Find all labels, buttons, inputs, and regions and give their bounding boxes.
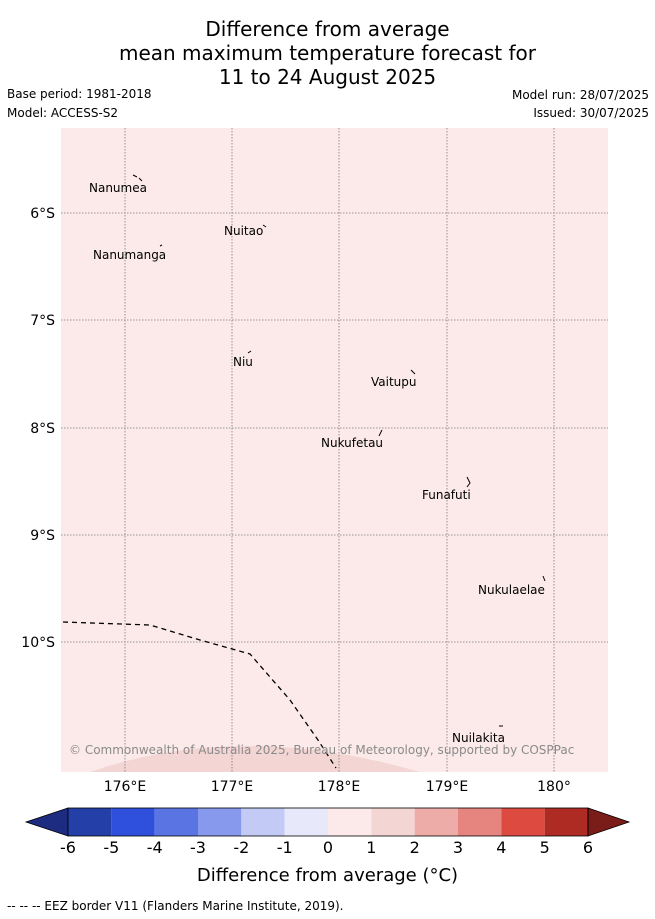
- map-area: [61, 128, 608, 772]
- colorbar-label: Difference from average (°C): [196, 865, 459, 886]
- colorbar-tick-label: -3: [190, 838, 206, 857]
- island-funafuti: [466, 476, 471, 488]
- colorbar-tick-label: -6: [60, 838, 76, 857]
- colorbar-tick-label: 0: [323, 838, 333, 857]
- place-nuilakita: Nuilakita: [452, 731, 505, 745]
- model-name: Model: ACCESS-S2: [7, 106, 119, 120]
- colorbar-under-arrow: [24, 807, 69, 837]
- title-line-2: mean maximum temperature forecast for: [118, 41, 536, 65]
- colorbar-tick-label: -5: [103, 838, 119, 857]
- issued-date: Issued: 30/07/2025: [533, 106, 649, 120]
- copyright-text: © Commonwealth of Australia 2025, Bureau…: [69, 743, 574, 757]
- colorbar-tick-label: -1: [277, 838, 293, 857]
- island-nukufetau: [378, 429, 383, 437]
- colorbar-segment: [284, 808, 328, 836]
- colorbar-tick-label: 5: [540, 838, 550, 857]
- place-funafuti: Funafuti: [422, 488, 471, 502]
- colorbar-tick-label: 4: [496, 838, 506, 857]
- colorbar-segment: [328, 808, 372, 836]
- island-nuitao: [262, 224, 267, 228]
- island-nanumanga: [159, 244, 163, 247]
- anomaly-patch: [90, 746, 420, 772]
- place-niu: Niu: [233, 355, 253, 369]
- island-shapes: [132, 174, 546, 727]
- colorbar-segment: [241, 808, 285, 836]
- colorbar-segment: [198, 808, 242, 836]
- colorbar-segment: [501, 808, 545, 836]
- island-nanumea: [132, 174, 143, 182]
- colorbar-segment: [111, 808, 155, 836]
- colorbar-segment: [68, 808, 112, 836]
- place-nukufetau: Nukufetau: [321, 436, 383, 450]
- lat-tick-9s: 9°S: [30, 528, 55, 544]
- lon-tick-176e: 176°E: [104, 779, 147, 795]
- colorbar: -6 -5 -4 -3 -2 -1 0 1 2 3 4 5 6: [24, 807, 631, 857]
- lat-tick-8s: 8°S: [30, 421, 55, 437]
- colorbar-segment: [544, 808, 588, 836]
- place-nanumanga: Nanumanga: [93, 248, 166, 262]
- colorbar-tick-label: 2: [410, 838, 420, 857]
- colorbar-frame: [67, 807, 589, 837]
- island-niu: [247, 350, 252, 354]
- place-vaitupu: Vaitupu: [371, 375, 417, 389]
- eez-border-line: [62, 621, 337, 769]
- colorbar-tick-label: 1: [366, 838, 376, 857]
- place-nuitao: Nuitao: [224, 224, 263, 238]
- model-run-date: Model run: 28/07/2025: [511, 88, 649, 102]
- colorbar-tick-label: -4: [147, 838, 163, 857]
- colorbar-segment: [458, 808, 502, 836]
- colorbar-tick-label: -2: [233, 838, 249, 857]
- colorbar-tick-label: 3: [453, 838, 463, 857]
- lon-tick-179e: 179°E: [426, 779, 469, 795]
- graticule: [61, 128, 608, 772]
- lon-tick-177e: 177°E: [211, 779, 254, 795]
- lat-tick-7s: 7°S: [30, 313, 55, 329]
- colorbar-segment: [371, 808, 415, 836]
- place-nanumea: Nanumea: [89, 181, 147, 195]
- base-period: Base period: 1981-2018: [7, 87, 152, 101]
- lon-tick-178e: 178°E: [318, 779, 361, 795]
- footer-note: -- -- -- EEZ border V11 (Flanders Marine…: [7, 899, 344, 913]
- colorbar-over-arrow: [587, 807, 631, 837]
- colorbar-segment: [154, 808, 198, 836]
- island-nukulaelae: [542, 575, 546, 582]
- lon-tick-180: 180°: [537, 779, 571, 795]
- lat-tick-10s: 10°S: [21, 635, 55, 651]
- title-line-3: 11 to 24 August 2025: [218, 65, 437, 89]
- lat-tick-6s: 6°S: [30, 206, 55, 222]
- colorbar-segment: [414, 808, 458, 836]
- island-vaitupu: [410, 369, 416, 375]
- colorbar-tick-label: 6: [583, 838, 593, 857]
- title-line-1: Difference from average: [205, 17, 450, 41]
- place-nukulaelae: Nukulaelae: [478, 583, 545, 597]
